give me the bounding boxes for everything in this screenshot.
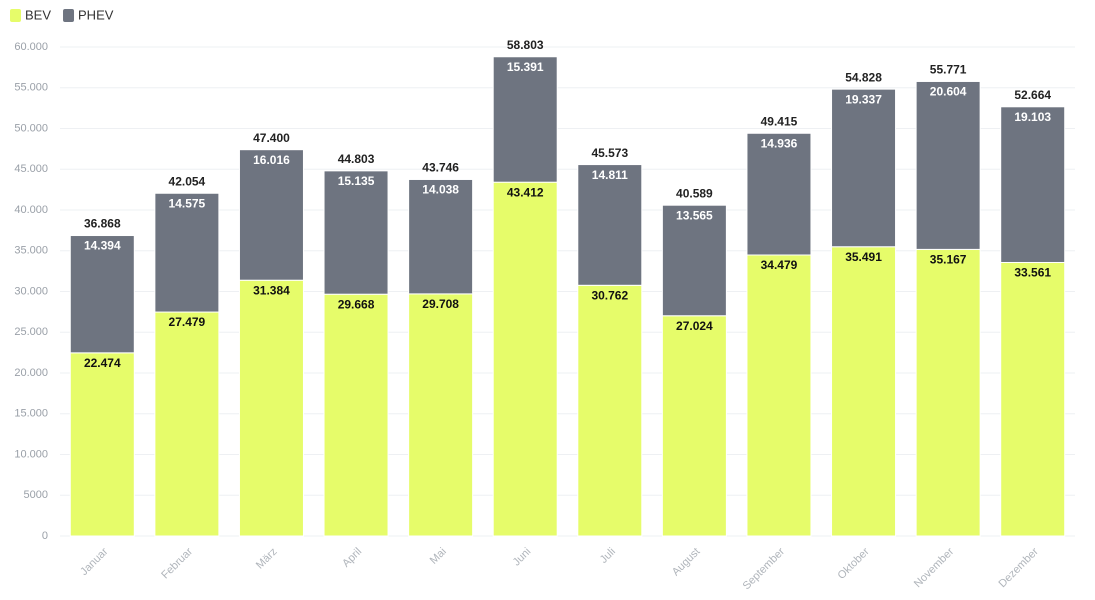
y-tick-label: 10.000: [14, 448, 48, 460]
bar-segment: [408, 178, 474, 295]
total-label: 40.589: [676, 186, 713, 200]
legend-label[interactable]: PHEV: [78, 7, 114, 22]
x-tick-label: November: [912, 545, 957, 590]
bar-segment: [323, 170, 389, 295]
total-label: 45.573: [591, 146, 628, 160]
y-tick-label: 5000: [24, 489, 48, 501]
bar-segment: [69, 352, 135, 537]
bar-segment: [238, 279, 304, 537]
value-label: 35.167: [930, 253, 967, 267]
bar-segment: [238, 149, 304, 281]
bar-segment: [577, 284, 643, 537]
value-label: 14.811: [592, 168, 628, 182]
value-label: 22.474: [84, 356, 121, 370]
y-tick-label: 0: [42, 530, 48, 542]
total-label: 36.868: [84, 217, 121, 231]
value-label: 16.016: [253, 153, 290, 167]
value-label: 27.024: [676, 319, 713, 333]
total-label: 54.828: [845, 70, 882, 84]
bar-segment: [1000, 106, 1066, 263]
bar-segment: [661, 315, 727, 537]
bar-segment: [746, 132, 812, 256]
value-label: 15.135: [338, 174, 375, 188]
y-tick-label: 55.000: [14, 82, 48, 94]
value-label: 29.708: [422, 297, 459, 311]
bar-segment: [492, 181, 558, 537]
value-label: 33.561: [1014, 266, 1051, 280]
bar-segment: [661, 204, 727, 317]
x-tick-label: Dezember: [997, 545, 1042, 590]
bar-segment: [831, 88, 897, 248]
bar-segment: [323, 293, 389, 537]
x-tick-label: Januar: [78, 545, 111, 578]
y-tick-label: 15.000: [14, 408, 48, 420]
x-tick-label: März: [254, 546, 280, 572]
value-label: 14.936: [761, 136, 798, 150]
total-label: 44.803: [338, 152, 375, 166]
y-tick-label: 20.000: [14, 367, 48, 379]
value-label: 29.668: [338, 297, 375, 311]
legend-label[interactable]: BEV: [25, 7, 51, 22]
bar-segment: [1000, 261, 1066, 537]
value-label: 34.479: [761, 258, 798, 272]
bar-segment: [492, 56, 558, 183]
x-tick-label: August: [670, 546, 703, 579]
y-tick-label: 45.000: [14, 163, 48, 175]
x-tick-label: Februar: [159, 545, 195, 581]
bar-segment: [577, 164, 643, 286]
value-label: 30.762: [591, 288, 628, 302]
x-tick-label: Juli: [598, 546, 618, 566]
total-label: 42.054: [169, 174, 206, 188]
value-label: 15.391: [507, 60, 544, 74]
bar-segment: [746, 254, 812, 537]
bar-segment: [154, 192, 220, 313]
value-label: 13.565: [676, 208, 713, 222]
value-label: 43.412: [507, 185, 544, 199]
value-label: 27.479: [169, 315, 206, 329]
bar-segment: [69, 235, 135, 354]
y-tick-label: 60.000: [14, 41, 48, 53]
value-label: 35.491: [845, 250, 882, 264]
x-tick-label: April: [340, 546, 364, 570]
total-label: 43.746: [422, 161, 459, 175]
x-tick-label: Oktober: [836, 545, 872, 581]
value-label: 19.337: [845, 92, 882, 106]
value-label: 14.394: [84, 239, 121, 253]
value-label: 20.604: [930, 85, 967, 99]
x-tick-label: Juni: [511, 546, 534, 569]
y-tick-label: 35.000: [14, 245, 48, 257]
value-label: 14.575: [169, 196, 206, 210]
y-tick-label: 25.000: [14, 326, 48, 338]
bar-segment: [408, 293, 474, 537]
bar-segment: [915, 248, 981, 537]
x-tick-label: September: [741, 545, 788, 592]
legend-swatch[interactable]: [10, 9, 21, 22]
y-tick-label: 40.000: [14, 204, 48, 216]
bar-segment: [831, 246, 897, 537]
y-tick-label: 30.000: [14, 285, 48, 297]
value-label: 19.103: [1014, 110, 1051, 124]
total-label: 52.664: [1014, 88, 1051, 102]
x-tick-label: Mai: [428, 546, 449, 567]
bar-segment: [915, 80, 981, 250]
total-label: 49.415: [761, 114, 798, 128]
value-label: 14.038: [422, 183, 459, 197]
value-label: 31.384: [253, 283, 290, 297]
total-label: 47.400: [253, 131, 290, 145]
total-label: 55.771: [930, 63, 967, 77]
total-label: 58.803: [507, 38, 544, 52]
y-tick-label: 50.000: [14, 122, 48, 134]
bar-segment: [154, 311, 220, 537]
legend-swatch[interactable]: [63, 9, 75, 22]
